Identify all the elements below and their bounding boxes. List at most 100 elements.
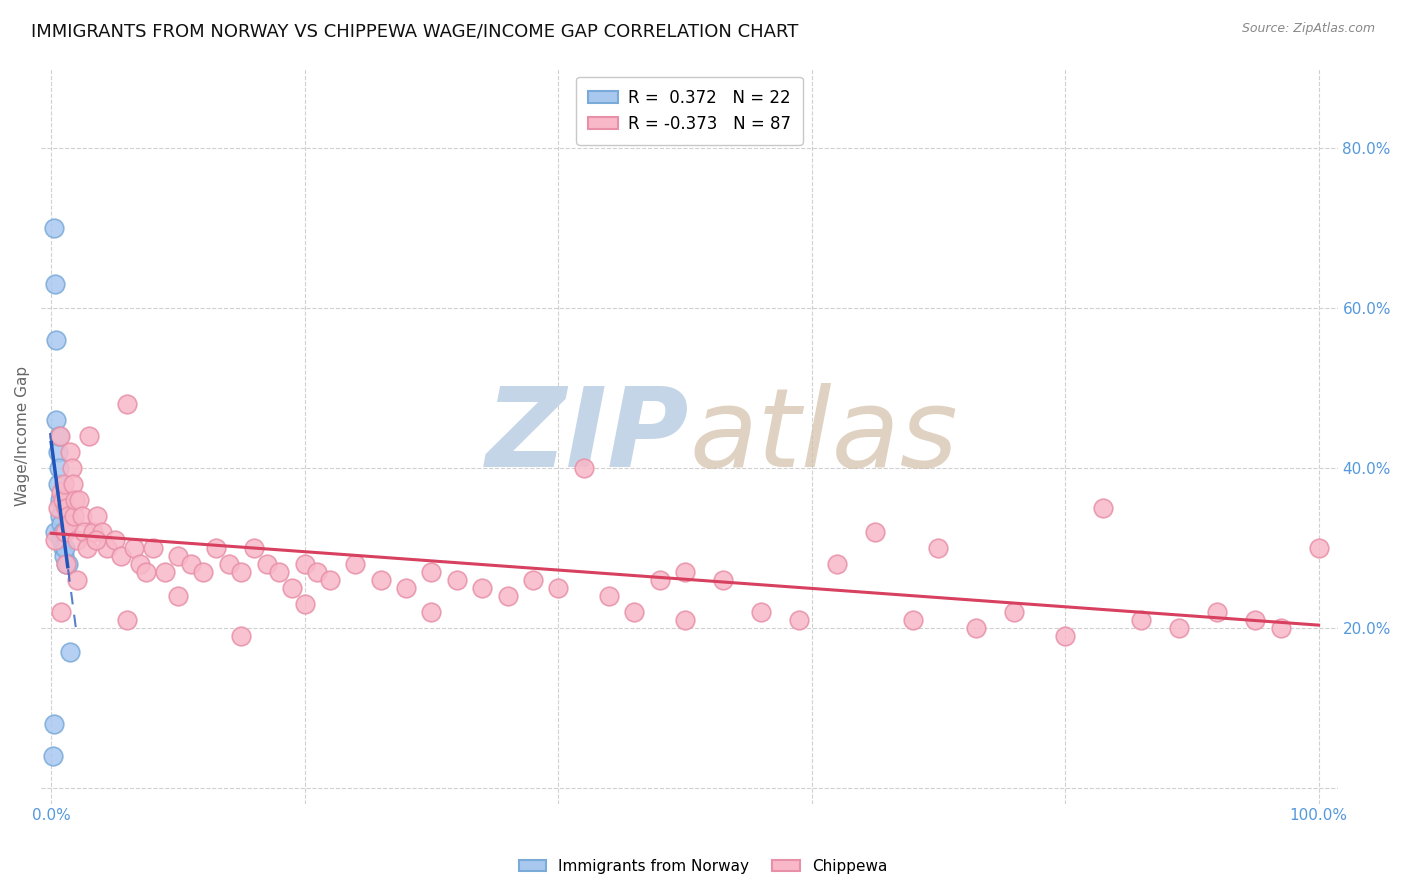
Point	[44, 533, 66, 547]
Point	[96, 541, 118, 555]
Point	[52, 541, 75, 555]
Point	[269, 565, 291, 579]
Point	[205, 541, 228, 555]
Point	[48, 429, 70, 443]
Point	[598, 589, 620, 603]
Point	[648, 573, 671, 587]
Legend: Immigrants from Norway, Chippewa: Immigrants from Norway, Chippewa	[513, 853, 893, 880]
Point	[344, 557, 367, 571]
Point	[117, 397, 139, 411]
Point	[56, 508, 79, 523]
Point	[51, 485, 73, 500]
Point	[965, 621, 987, 635]
Point	[1244, 613, 1267, 627]
Point	[59, 645, 82, 659]
Point	[58, 516, 80, 531]
Point	[49, 493, 72, 508]
Point	[59, 445, 82, 459]
Point	[294, 597, 316, 611]
Point	[51, 533, 73, 547]
Point	[572, 461, 595, 475]
Point	[155, 565, 177, 579]
Point	[65, 533, 87, 547]
Point	[787, 613, 810, 627]
Point	[1270, 621, 1292, 635]
Point	[547, 581, 569, 595]
Text: atlas: atlas	[689, 383, 957, 490]
Text: Source: ZipAtlas.com: Source: ZipAtlas.com	[1241, 22, 1375, 36]
Point	[420, 605, 443, 619]
Point	[294, 557, 316, 571]
Point	[167, 589, 190, 603]
Point	[496, 589, 519, 603]
Point	[41, 748, 63, 763]
Point	[420, 565, 443, 579]
Point	[1168, 621, 1191, 635]
Point	[52, 549, 75, 563]
Point	[522, 573, 544, 587]
Point	[673, 613, 696, 627]
Point	[55, 557, 77, 571]
Point	[45, 413, 67, 427]
Point	[370, 573, 392, 587]
Point	[52, 524, 75, 539]
Point	[56, 557, 79, 571]
Point	[927, 541, 949, 555]
Point	[53, 524, 76, 539]
Point	[863, 524, 886, 539]
Point	[86, 508, 108, 523]
Point	[53, 541, 76, 555]
Point	[446, 573, 468, 587]
Point	[122, 541, 145, 555]
Point	[62, 477, 84, 491]
Point	[51, 605, 73, 619]
Point	[73, 524, 96, 539]
Point	[52, 477, 75, 491]
Point	[319, 573, 342, 587]
Point	[51, 516, 73, 531]
Point	[52, 493, 75, 508]
Point	[1092, 500, 1115, 515]
Point	[46, 500, 69, 515]
Point	[1004, 605, 1026, 619]
Point	[193, 565, 215, 579]
Point	[231, 629, 253, 643]
Point	[46, 477, 69, 491]
Point	[218, 557, 240, 571]
Point	[142, 541, 165, 555]
Point	[749, 605, 772, 619]
Point	[55, 557, 77, 571]
Point	[65, 493, 87, 508]
Point	[1308, 541, 1330, 555]
Point	[48, 461, 70, 475]
Point	[46, 445, 69, 459]
Point	[673, 565, 696, 579]
Point	[60, 461, 83, 475]
Point	[281, 581, 304, 595]
Point	[76, 541, 98, 555]
Point	[110, 549, 132, 563]
Point	[901, 613, 924, 627]
Point	[129, 557, 152, 571]
Point	[180, 557, 202, 571]
Point	[231, 565, 253, 579]
Point	[49, 429, 72, 443]
Point	[42, 221, 65, 235]
Point	[42, 716, 65, 731]
Point	[135, 565, 157, 579]
Point	[1206, 605, 1229, 619]
Point	[84, 533, 107, 547]
Point	[63, 508, 86, 523]
Point	[825, 557, 848, 571]
Point	[307, 565, 329, 579]
Point	[49, 508, 72, 523]
Point	[256, 557, 278, 571]
Point	[711, 573, 734, 587]
Text: IMMIGRANTS FROM NORWAY VS CHIPPEWA WAGE/INCOME GAP CORRELATION CHART: IMMIGRANTS FROM NORWAY VS CHIPPEWA WAGE/…	[31, 22, 799, 40]
Point	[70, 508, 93, 523]
Point	[77, 429, 100, 443]
Point	[67, 493, 90, 508]
Point	[243, 541, 266, 555]
Point	[91, 524, 114, 539]
Y-axis label: Wage/Income Gap: Wage/Income Gap	[15, 366, 30, 506]
